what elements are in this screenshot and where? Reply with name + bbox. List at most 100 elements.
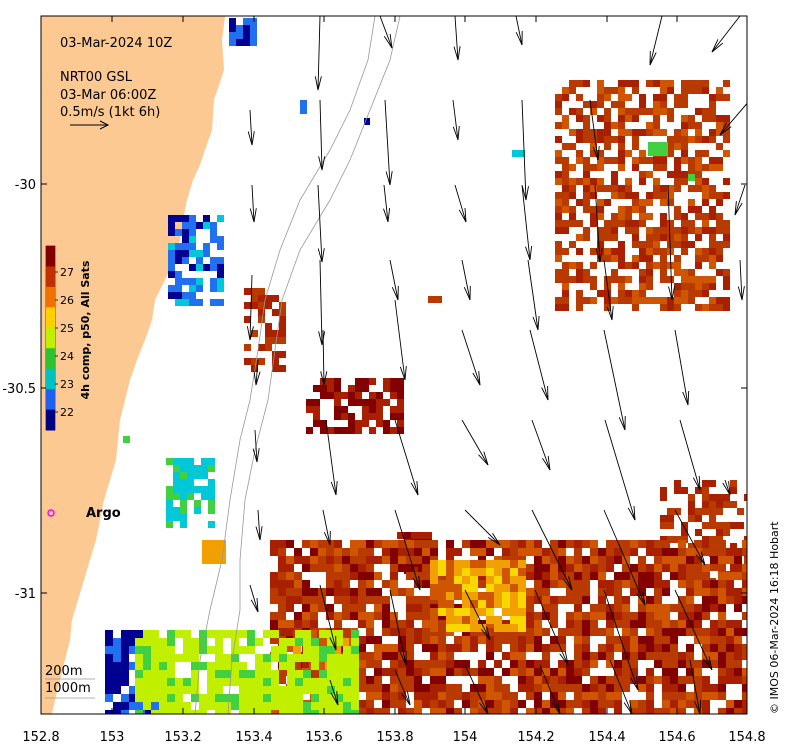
sst-pixel bbox=[660, 234, 667, 241]
sst-pixel bbox=[597, 241, 604, 248]
sst-pixel bbox=[576, 262, 583, 269]
sst-pixel bbox=[343, 670, 351, 678]
sst-pixel bbox=[618, 290, 625, 297]
sst-pixel bbox=[534, 596, 542, 604]
sst-pixel bbox=[558, 540, 566, 548]
sst-pixel bbox=[446, 540, 454, 548]
current-vector bbox=[531, 419, 551, 471]
sst-pixel bbox=[558, 660, 566, 668]
sst-pixel bbox=[194, 486, 201, 493]
sst-pixel bbox=[366, 540, 374, 548]
sst-pixel bbox=[341, 406, 348, 413]
sst-pixel bbox=[510, 548, 518, 556]
sst-pixel bbox=[286, 628, 294, 636]
sst-pixel bbox=[660, 269, 667, 276]
sst-pixel bbox=[630, 628, 638, 636]
sst-pixel bbox=[348, 392, 355, 399]
sst-pixel bbox=[398, 700, 406, 708]
sst-pixel bbox=[196, 285, 203, 292]
current-vector-head bbox=[383, 208, 391, 223]
sst-pixel bbox=[662, 580, 670, 588]
sst-pixel bbox=[670, 636, 678, 644]
y-tick-label: -30 bbox=[15, 178, 36, 193]
sst-pixel bbox=[574, 596, 582, 604]
sst-pixel bbox=[366, 708, 374, 714]
sst-pixel bbox=[667, 234, 674, 241]
current-vector-head bbox=[649, 50, 657, 66]
sst-pixel bbox=[555, 297, 562, 304]
sst-pixel bbox=[199, 710, 207, 714]
current-vector bbox=[257, 509, 261, 541]
sst-pixel bbox=[582, 660, 590, 668]
sst-pixel bbox=[105, 646, 113, 654]
sst-pixel bbox=[716, 157, 723, 164]
sst-pixel bbox=[734, 596, 742, 604]
sst-pixel bbox=[702, 150, 709, 157]
sst-pixel bbox=[510, 608, 518, 616]
sst-pixel bbox=[366, 588, 374, 596]
sst-pixel bbox=[263, 678, 271, 686]
sst-pixel bbox=[398, 628, 406, 636]
sst-pixel bbox=[369, 406, 376, 413]
sst-pixel bbox=[606, 540, 614, 548]
sst-pixel bbox=[598, 628, 606, 636]
sst-pixel bbox=[709, 227, 716, 234]
sst-pixel bbox=[558, 700, 566, 708]
sst-pixel bbox=[369, 392, 376, 399]
sst-pixel bbox=[639, 297, 646, 304]
sst-pixel bbox=[272, 337, 279, 344]
sst-pixel bbox=[709, 304, 716, 311]
sst-pixel bbox=[618, 80, 625, 87]
current-vector bbox=[461, 419, 489, 466]
sst-pixel bbox=[351, 686, 359, 694]
sst-pixel bbox=[667, 508, 674, 515]
sst-pixel bbox=[309, 670, 317, 678]
sst-pixel bbox=[366, 636, 374, 644]
sst-pixel bbox=[614, 580, 622, 588]
sst-pixel bbox=[295, 694, 303, 702]
sst-pixel bbox=[576, 248, 583, 255]
sst-pixel bbox=[430, 540, 438, 548]
sst-pixel bbox=[270, 596, 278, 604]
sst-pixel bbox=[583, 115, 590, 122]
sst-pixel bbox=[430, 576, 438, 584]
sst-pixel bbox=[583, 234, 590, 241]
sst-pixel bbox=[355, 420, 362, 427]
sst-pixel bbox=[194, 507, 201, 514]
argo-float-marker[interactable] bbox=[47, 509, 55, 517]
sst-pixel bbox=[566, 660, 574, 668]
x-tick-label: 153.8 bbox=[376, 730, 413, 745]
sst-pixel bbox=[562, 220, 569, 227]
sst-pixel bbox=[674, 283, 681, 290]
sst-pixel bbox=[562, 248, 569, 255]
sst-pixel bbox=[555, 94, 562, 101]
sst-pixel bbox=[702, 660, 710, 668]
sst-pixel bbox=[742, 700, 747, 708]
sst-pixel bbox=[678, 700, 686, 708]
current-vector-head bbox=[737, 286, 745, 301]
sst-pixel bbox=[454, 668, 462, 676]
sst-pixel bbox=[210, 229, 217, 236]
sst-pixel bbox=[166, 514, 173, 521]
sst-pixel bbox=[681, 536, 688, 543]
sst-pixel bbox=[143, 630, 151, 638]
sst-pixel bbox=[726, 708, 734, 714]
sst-pixel bbox=[159, 646, 167, 654]
sst-pixel bbox=[534, 692, 542, 700]
sst-pixel bbox=[279, 330, 286, 337]
sst-pixel bbox=[630, 708, 638, 714]
sst-pixel bbox=[244, 288, 251, 295]
sst-pixel bbox=[611, 269, 618, 276]
sst-pixel bbox=[430, 668, 438, 676]
sst-pixel bbox=[526, 548, 534, 556]
sst-pixel bbox=[558, 692, 566, 700]
sst-pixel bbox=[625, 80, 632, 87]
sst-pixel bbox=[611, 297, 618, 304]
sst-pixel bbox=[590, 676, 598, 684]
sst-pixel bbox=[653, 101, 660, 108]
sst-pixel bbox=[366, 684, 374, 692]
sst-pixel bbox=[263, 710, 271, 714]
sst-pixel bbox=[105, 710, 113, 714]
sst-pixel bbox=[695, 227, 702, 234]
sst-pixel bbox=[662, 684, 670, 692]
